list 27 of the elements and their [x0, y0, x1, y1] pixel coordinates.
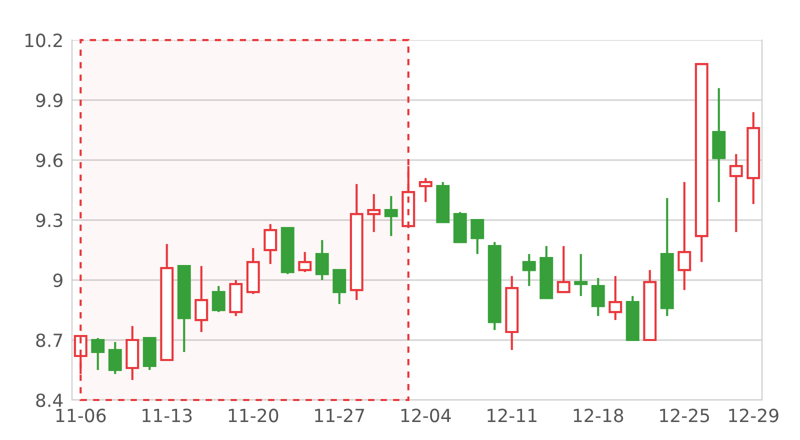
- candlestick: [367, 193, 381, 234]
- candlestick: [505, 274, 519, 352]
- x-tick-label: 11-20: [228, 408, 278, 422]
- x-tick-label: 11-13: [142, 408, 192, 422]
- x-tick-label: 12-18: [574, 408, 624, 422]
- y-tick-label: 8.7: [36, 333, 62, 348]
- x-tick-label: 11-06: [56, 408, 106, 422]
- x-tick-label: 12-25: [660, 408, 710, 422]
- y-tick-label: 10.2: [25, 34, 62, 48]
- candlestick: [350, 183, 364, 302]
- y-tick-label: 9.3: [36, 214, 62, 228]
- y-tick-label: 9.9: [36, 94, 62, 108]
- candlestick: [729, 153, 743, 234]
- candlestick: [194, 264, 208, 334]
- y-tick-label: 9: [53, 273, 62, 288]
- candlestick: [712, 87, 726, 204]
- candlestick: [384, 195, 398, 238]
- x-tick-label: 12-11: [488, 408, 536, 422]
- candlestick: [678, 181, 692, 292]
- y-tick-label: 9.6: [36, 154, 63, 168]
- x-tick-label: 12-29: [729, 408, 778, 422]
- x-tick-label: 11-27: [315, 408, 364, 422]
- candlestick: [574, 252, 588, 298]
- y-tick-label: 8.4: [36, 393, 63, 408]
- candlestick: [126, 324, 140, 382]
- x-tick-label: 12-04: [401, 408, 451, 422]
- candlestick: [746, 111, 760, 206]
